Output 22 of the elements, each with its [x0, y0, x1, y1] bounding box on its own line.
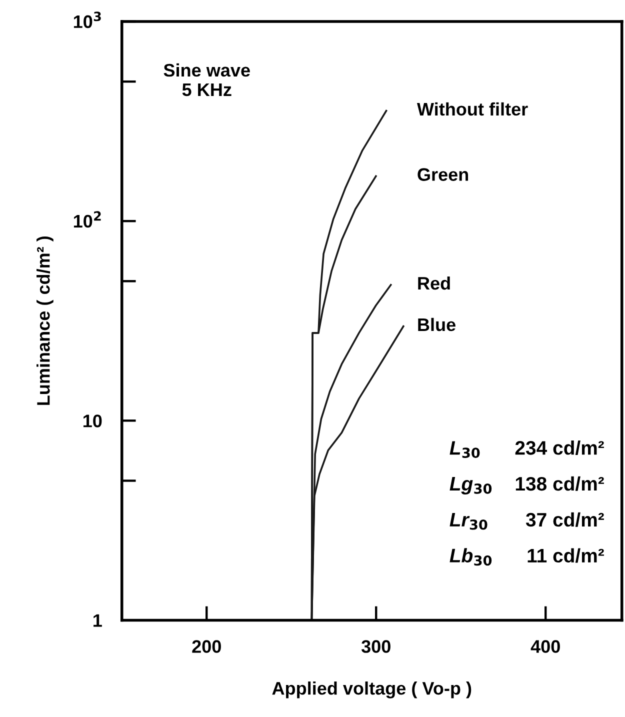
y-axis-title: Luminance ( cd/m² )	[36, 236, 54, 405]
x-tick-label: 400	[530, 640, 560, 653]
annotation: Lg$_{30}$	[450, 477, 492, 494]
annotation: 234 cd/m²	[515, 440, 604, 455]
y-tick-label: 10	[83, 414, 102, 428]
annotation: 11 cd/m²	[528, 548, 604, 563]
series-label: Without filter	[416, 102, 528, 116]
series-label: Red	[418, 276, 450, 290]
annotation: 37 cd/m²	[526, 512, 604, 527]
annotation: 138 cd/m²	[516, 476, 604, 491]
y-tick-label: 1	[94, 614, 102, 627]
series-label: Blue	[418, 318, 456, 332]
annotation: L$_{30}$	[450, 441, 480, 458]
x-tick-label: 200	[192, 640, 221, 653]
annotation: Lb$_{30}$	[450, 548, 492, 566]
x-axis-title: Applied voltage ( Vo-p )	[272, 681, 472, 698]
y-tick-label: 10$^{2}$	[74, 211, 101, 228]
y-tick-label: 10$^{3}$	[74, 12, 101, 28]
annotation: Lr$_{30}$	[450, 513, 488, 530]
text: Green	[418, 168, 468, 181]
annotation: Sine wave 5 KHz	[164, 63, 250, 96]
x-tick-label: 300	[361, 640, 390, 653]
